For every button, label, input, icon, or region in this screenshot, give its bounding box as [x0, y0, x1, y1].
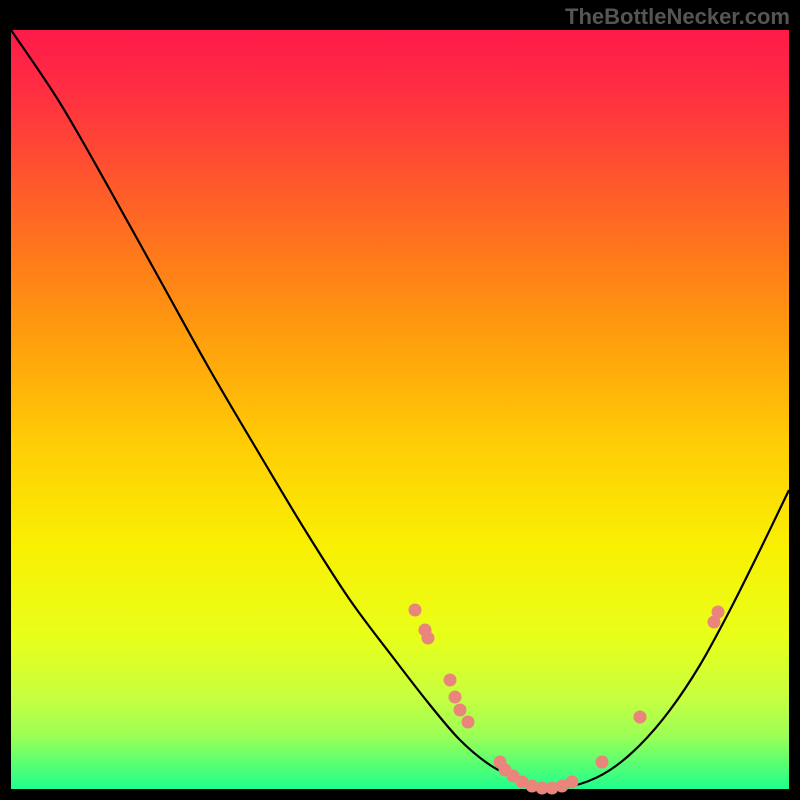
chart-container: TheBottleNecker.com	[0, 0, 800, 800]
curve-marker	[409, 604, 422, 617]
curve-marker	[634, 711, 647, 724]
watermark-label: TheBottleNecker.com	[565, 4, 790, 30]
curve-marker	[449, 691, 462, 704]
curve-marker	[454, 704, 467, 717]
curve-marker	[566, 776, 579, 789]
curve-marker	[444, 674, 457, 687]
plot-background	[11, 30, 789, 789]
curve-marker	[462, 716, 475, 729]
bottleneck-chart	[0, 0, 800, 800]
curve-marker	[712, 606, 725, 619]
curve-marker	[422, 632, 435, 645]
curve-marker	[596, 756, 609, 769]
